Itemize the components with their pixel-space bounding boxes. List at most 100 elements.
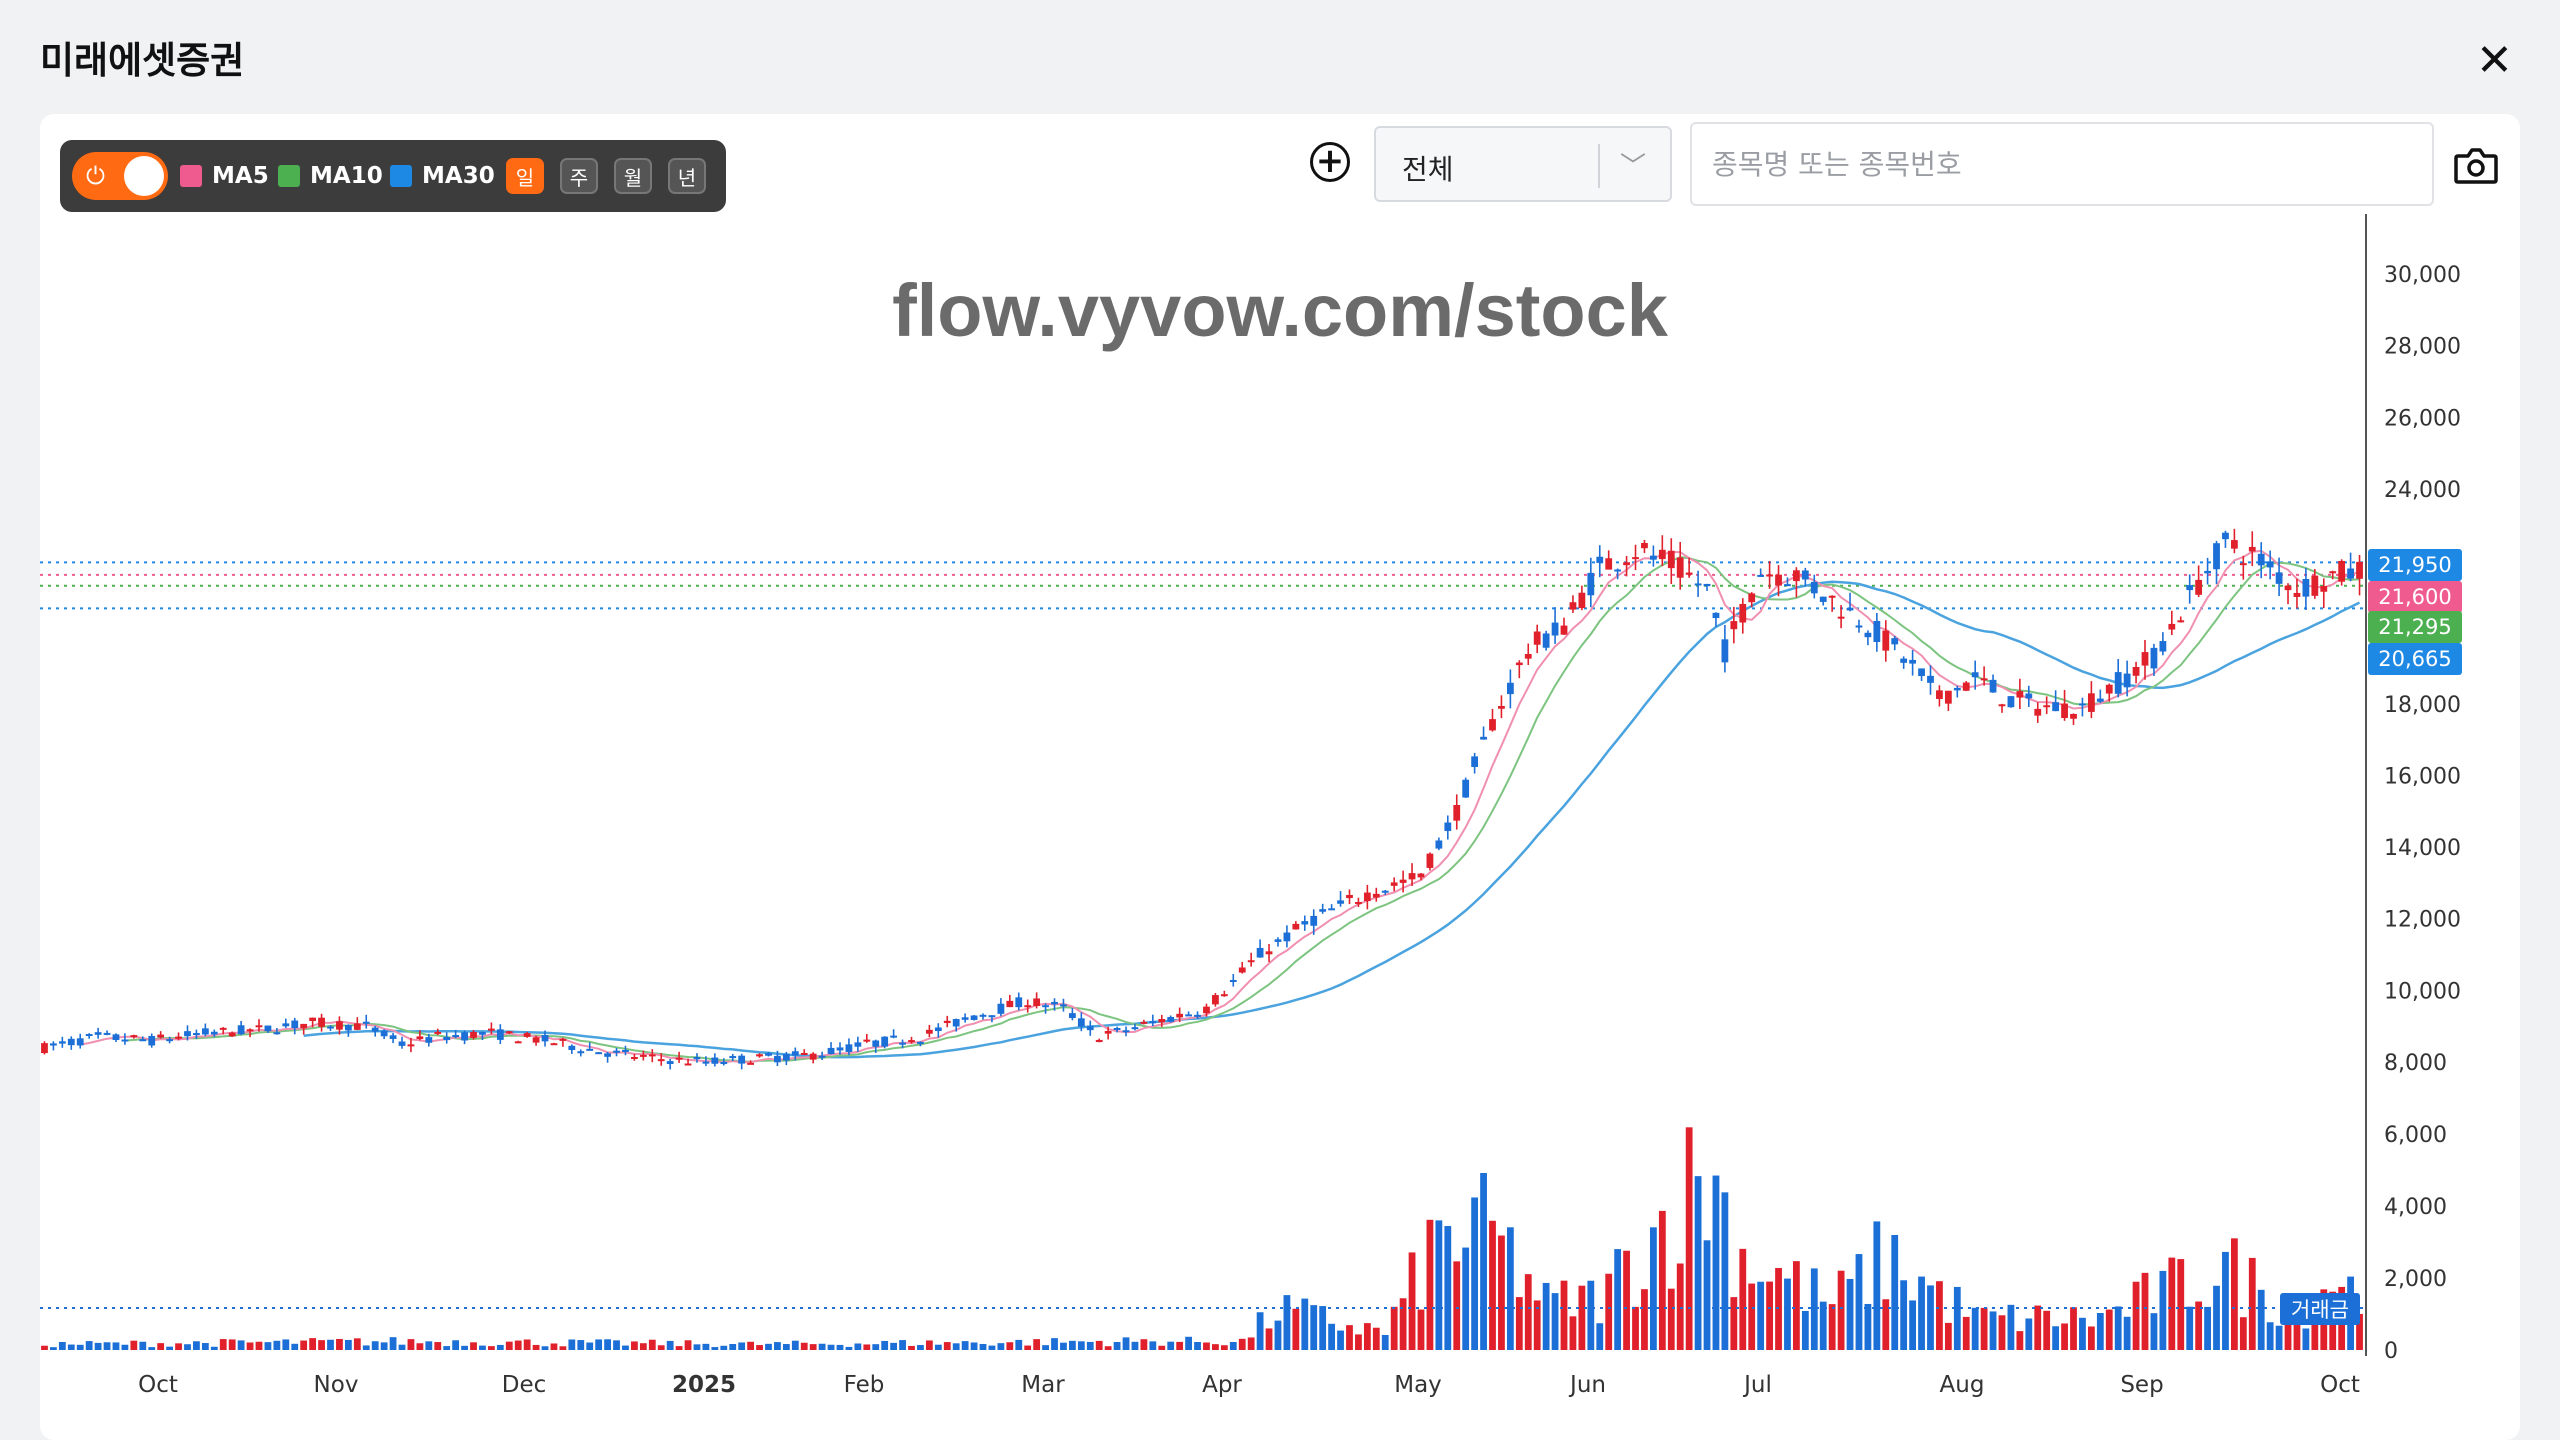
candle-body (2159, 641, 2167, 652)
candle-body (2141, 652, 2149, 666)
candle-body (362, 1021, 370, 1024)
candle-body (1131, 1027, 1139, 1030)
volume-bar (2275, 1325, 2283, 1350)
volume-bar (2007, 1304, 2015, 1350)
period-day-button[interactable]: 일 (506, 158, 544, 194)
volume-bar (139, 1341, 147, 1350)
candle-body (720, 1061, 728, 1065)
volume-bar (1649, 1227, 1657, 1350)
volume-bar (1363, 1323, 1371, 1350)
volume-bar (130, 1340, 138, 1350)
add-compare-button[interactable]: + (1310, 142, 1350, 182)
volume-bar (595, 1339, 603, 1350)
candle-body (1739, 603, 1747, 623)
candle-body (2275, 572, 2283, 584)
candle-body (1846, 607, 1854, 611)
x-tick-label: Jul (1742, 1372, 1772, 1398)
volume-bar (1372, 1327, 1380, 1350)
candle-body (1855, 625, 1863, 628)
volume-bar (443, 1346, 451, 1350)
candle-body (756, 1054, 763, 1057)
stock-search-input[interactable] (1690, 122, 2434, 206)
volume-bar (1024, 1345, 1032, 1350)
chart-toggle-switch[interactable]: ⏻ (72, 152, 168, 200)
volume-bar (1971, 1307, 1979, 1350)
volume-bar (1265, 1328, 1273, 1350)
volume-bar (917, 1345, 924, 1350)
candle-body (255, 1025, 263, 1028)
volume-bar (2016, 1331, 2024, 1350)
candle-body (291, 1020, 299, 1029)
volume-bar (791, 1340, 799, 1350)
candle-body (1149, 1021, 1157, 1024)
volume-bar (1918, 1276, 1925, 1350)
volume-bar (1944, 1322, 1952, 1350)
volume-bar (1006, 1342, 1014, 1350)
candle-body (765, 1053, 772, 1056)
legend-ma10: MA10 (278, 161, 383, 191)
volume-bar (58, 1341, 66, 1350)
candle-body (908, 1040, 915, 1043)
volume-bar (371, 1341, 379, 1350)
candle-body (1685, 572, 1693, 575)
candle-body (1998, 704, 2006, 707)
y-tick-label: 2,000 (2384, 1267, 2447, 1292)
volume-bar (1274, 1320, 1282, 1350)
volume-bar (255, 1341, 263, 1350)
volume-bar (1042, 1345, 1049, 1350)
volume-bar (586, 1342, 594, 1350)
volume-bar (461, 1345, 468, 1350)
candle-body (1220, 994, 1228, 997)
camera-icon[interactable] (2452, 144, 2500, 192)
volume-bar (1015, 1339, 1023, 1350)
volume-bar (925, 1340, 933, 1350)
candle-body (1989, 679, 1997, 693)
app-title: 미래에셋증권 (40, 39, 245, 82)
candle-body (58, 1041, 66, 1044)
volume-bar (1721, 1192, 1729, 1350)
volume-bar (523, 1339, 531, 1350)
candle-body (1623, 562, 1630, 566)
candle-body (1104, 1031, 1112, 1034)
candle-body (1042, 1005, 1049, 1008)
period-week-button[interactable]: 주 (560, 158, 598, 194)
watermark: flow.vyvow.com/stock (892, 269, 1668, 352)
candle-body (934, 1027, 942, 1032)
candle-body (166, 1039, 174, 1042)
plus-icon: + (1315, 141, 1345, 181)
volume-label: 거래금 (2291, 1298, 2349, 1322)
volume-bar (1301, 1298, 1309, 1350)
market-select[interactable]: 전체 ﹀ (1374, 126, 1672, 202)
candle-body (1614, 569, 1622, 572)
volume-bar (1480, 1173, 1487, 1350)
close-icon[interactable]: ✕ (2476, 35, 2513, 86)
volume-bar (2266, 1322, 2274, 1350)
candle-body (1024, 1005, 1032, 1008)
volume-bar (1819, 1301, 1827, 1350)
volume-bar (908, 1345, 915, 1350)
candle-body (854, 1042, 862, 1047)
candle-body (94, 1032, 102, 1035)
period-month-button[interactable]: 월 (614, 158, 652, 194)
volume-bar (1408, 1252, 1416, 1350)
candle-body (380, 1030, 388, 1037)
chart-toolbar: ⏻ MA5 MA10 MA30 일 주 월 년 (60, 140, 726, 212)
candle-body (622, 1049, 629, 1052)
volume-bar (532, 1344, 540, 1350)
volume-bar (1453, 1261, 1461, 1350)
ma10-swatch (278, 165, 300, 187)
candle-body (970, 1015, 978, 1020)
candle-body (657, 1059, 665, 1062)
volume-bar (2186, 1306, 2194, 1350)
volume-bar (2114, 1306, 2122, 1350)
candle-body (2177, 620, 2185, 623)
volume-bar (2132, 1281, 2140, 1350)
volume-bar (1703, 1240, 1711, 1350)
candle-body (1238, 967, 1246, 973)
volume-bar (1900, 1280, 1908, 1350)
volume-bar (720, 1345, 728, 1350)
period-year-button[interactable]: 년 (668, 158, 706, 194)
candle-body (389, 1035, 397, 1039)
volume-bar (1489, 1220, 1496, 1350)
x-tick-label: Mar (1021, 1372, 1065, 1398)
